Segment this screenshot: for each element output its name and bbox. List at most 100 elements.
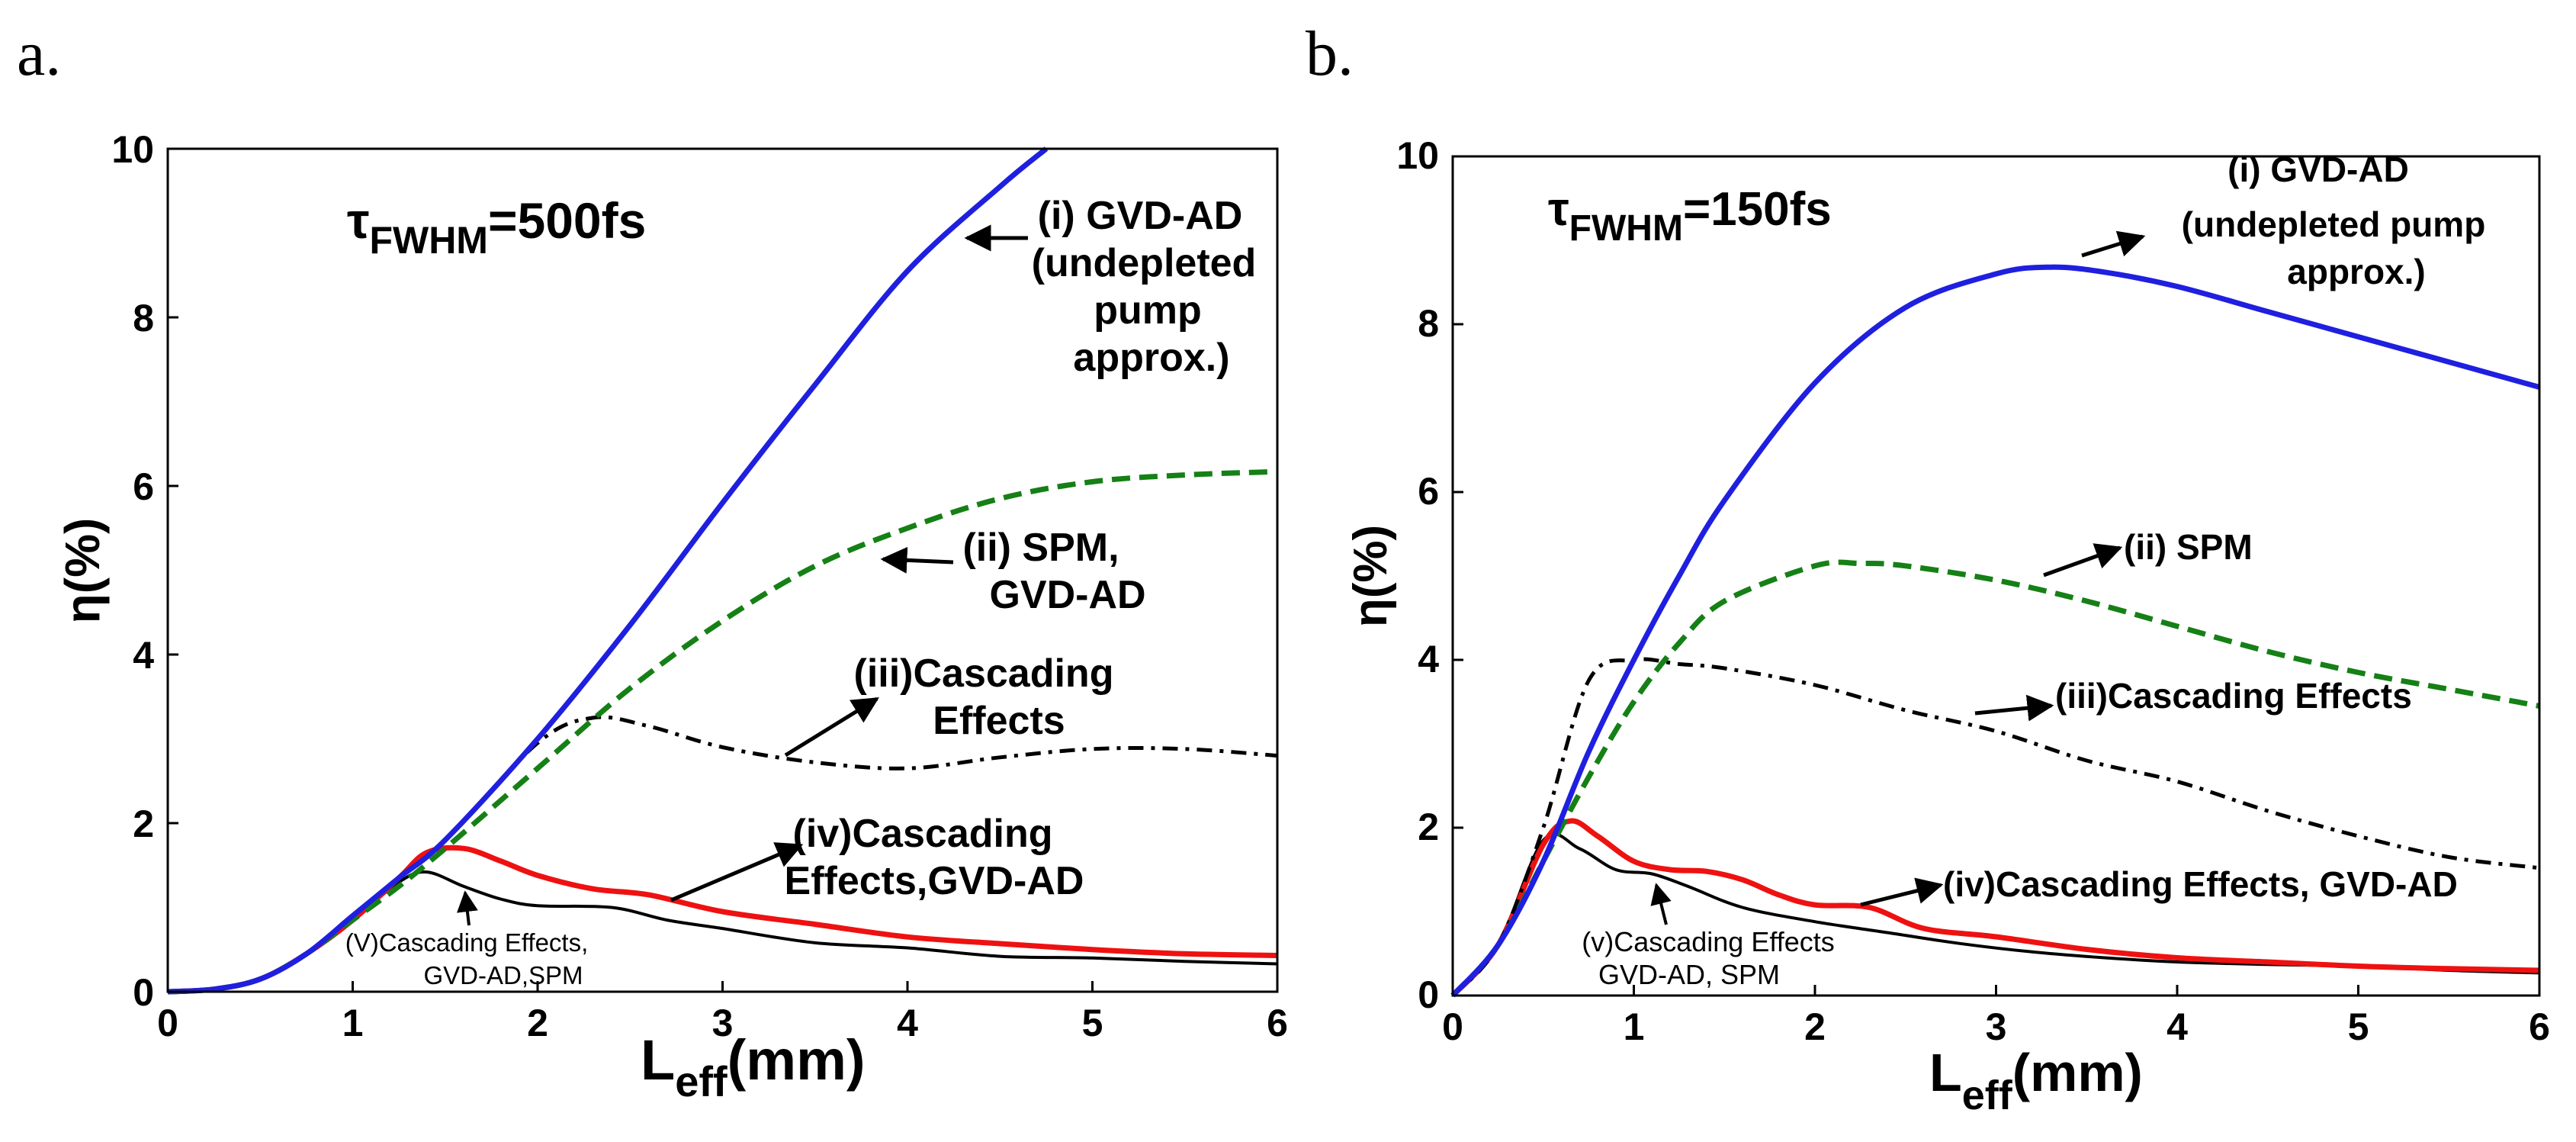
panel-a-series	[167, 146, 1278, 995]
annot-a-i-line2: (undepleted	[1032, 241, 1257, 285]
annot-a-ii-line2: GVD-AD	[989, 573, 1145, 617]
panel-a-y-axis-label: η(%)	[55, 518, 110, 624]
panel-b-tau-symbol: τ	[1548, 183, 1569, 236]
panel-b-annotation-ii: (ii) SPM	[2043, 527, 2253, 577]
panel-a-tau-symbol: τ	[347, 192, 369, 249]
panel-b-y-tick-label: 6	[1418, 470, 1439, 513]
panel-a-y-tick-label: 8	[133, 297, 154, 339]
panel-a-annotation-iv: (iv)Cascading Effects,GVD-AD	[670, 812, 1084, 903]
panel-a-x-tick-label: 1	[342, 1002, 364, 1044]
panel-a-y-tick-label: 10	[111, 128, 154, 171]
panel-a-y-tick-label: 0	[133, 971, 154, 1014]
arrow-a-iv	[670, 842, 804, 902]
panel-b-x-tick-label: 1	[1624, 1005, 1645, 1048]
panel-a: a. 0 1 2 3 4 5 6 0 2 4 6 8 10 η(%) Leff(mm) τFWHM=50…	[17, 18, 1288, 1105]
panel-b-pulse-width-label: τFWHM=150fs	[1548, 183, 1832, 249]
panel-b-xlabel-unit: (mm)	[2012, 1043, 2143, 1102]
panel-a-series-1-line	[167, 146, 1049, 995]
panel-b-x-tick-label: 2	[1804, 1005, 1826, 1048]
annot-b-iii-line1: (iii)Cascading Effects	[2055, 676, 2412, 716]
arrow-a-iii	[784, 696, 879, 758]
panel-a-xlabel-unit: (mm)	[728, 1028, 866, 1092]
panel-b-y-tick-label: 4	[1418, 638, 1439, 680]
panel-b-y-tick-label: 2	[1418, 806, 1439, 848]
panel-b-series-4-line	[1450, 818, 2540, 998]
panel-a-annotation-i: (i) GVD-AD (undepleted pump approx.)	[964, 194, 1257, 380]
annot-b-ii-line1: (ii) SPM	[2124, 527, 2253, 567]
panel-b-y-tick-label: 0	[1418, 973, 1439, 1016]
panel-a-xlabel-sub: eff	[675, 1057, 728, 1105]
panel-b-series	[1450, 264, 2540, 998]
arrow-b-ii	[2043, 543, 2123, 577]
panel-b: b. 0 1 2 3 4 5 6 0 2 4 6 8 10 η(%) Leff(mm) τFWHM=15…	[1306, 18, 2550, 1118]
annot-b-i-line2: (undepleted pump	[2182, 204, 2486, 244]
panel-a-frame	[166, 147, 1279, 993]
annot-a-iii-line2: Effects	[933, 699, 1065, 743]
panel-b-letter: b.	[1306, 18, 1354, 89]
annot-b-i-line1: (i) GVD-AD	[2228, 150, 2409, 189]
arrow-a-v	[457, 890, 478, 926]
panel-a-x-axis-label: Leff(mm)	[641, 1028, 866, 1105]
annot-a-ii-line1: (ii) SPM,	[962, 526, 1119, 570]
panel-a-x-tick-label: 5	[1082, 1002, 1103, 1044]
panel-b-axes: 0 1 2 3 4 5 6 0 2 4 6 8 10	[1396, 134, 2550, 1048]
panel-a-annotation-iii: (iii)Cascading Effects	[784, 651, 1114, 758]
panel-a-annotation-ii: (ii) SPM, GVD-AD	[880, 526, 1146, 617]
panel-b-y-tick-label: 8	[1418, 302, 1439, 345]
panel-b-x-tick-label: 4	[2166, 1005, 2188, 1048]
annot-a-i-line3: pump	[1094, 288, 1202, 333]
panel-a-annotation-v: (V)Cascading Effects, GVD-AD,SPM	[345, 890, 589, 989]
panel-b-x-axis-label: Leff(mm)	[1929, 1043, 2143, 1118]
annot-a-v-line2: GVD-AD,SPM	[423, 961, 583, 989]
panel-b-y-tick-label: 10	[1396, 134, 1439, 177]
annot-a-v-line1: (V)Cascading Effects,	[345, 928, 589, 957]
panel-a-tau-sub: FWHM	[369, 219, 488, 262]
panel-a-x-tick-label: 0	[157, 1002, 178, 1044]
panel-b-tau-sub: FWHM	[1569, 208, 1683, 249]
arrow-a-ii	[880, 546, 954, 574]
panel-b-annotation-i: (i) GVD-AD (undepleted pump approx.)	[2081, 150, 2486, 291]
panel-a-axes: 0 1 2 3 4 5 6 0 2 4 6 8 10	[111, 128, 1288, 1044]
panel-b-x-tick-label: 5	[2348, 1005, 2369, 1048]
panel-a-letter: a.	[17, 18, 61, 89]
panel-b-annotation-iii: (iii)Cascading Effects	[1974, 676, 2412, 722]
annot-a-iv-line1: (iv)Cascading	[793, 812, 1053, 856]
panel-a-y-tick-label: 4	[133, 634, 154, 677]
panel-a-y-tick-label: 6	[133, 465, 154, 508]
panel-b-x-tick-label: 3	[1986, 1005, 2007, 1048]
arrow-b-i	[2081, 230, 2146, 258]
panel-a-x-tick-label: 3	[712, 1002, 734, 1044]
panel-b-x-tick-label: 6	[2529, 1005, 2550, 1048]
panel-a-y-tick-label: 2	[133, 803, 154, 845]
panel-b-series-3-line	[1451, 657, 2540, 997]
panel-a-x-tick-label: 6	[1267, 1002, 1288, 1044]
panel-b-frame	[1451, 155, 2541, 997]
arrow-b-iv	[1860, 877, 1944, 907]
panel-a-series-4-line	[167, 844, 1278, 995]
panel-a-xlabel-main: L	[641, 1028, 675, 1092]
panel-b-annotation-v: (v)Cascading Effects GVD-AD, SPM	[1582, 883, 1835, 990]
annot-a-i-line4: approx.)	[1073, 336, 1229, 380]
annot-b-v-line1: (v)Cascading Effects	[1582, 926, 1834, 957]
panel-b-y-axis-label: η(%)	[1344, 525, 1397, 627]
annot-a-iv-line2: Effects,GVD-AD	[785, 859, 1084, 903]
panel-b-annotation-iv: (iv)Cascading Effects, GVD-AD	[1860, 864, 2458, 907]
panel-a-tau-value: =500fs	[488, 192, 646, 249]
panel-b-xlabel-main: L	[1929, 1043, 1962, 1102]
panel-a-x-tick-label: 4	[897, 1002, 918, 1044]
annot-b-iv-line1: (iv)Cascading Effects, GVD-AD	[1943, 864, 2458, 904]
annot-b-i-line3: approx.)	[2287, 252, 2425, 291]
annot-a-iii-line1: (iii)Cascading	[854, 651, 1114, 696]
arrow-b-iii	[1974, 694, 2054, 722]
panel-a-pulse-width-label: τFWHM=500fs	[347, 192, 646, 262]
panel-b-series-2-line	[1450, 559, 2540, 998]
arrow-b-v	[1650, 883, 1672, 925]
panel-b-xlabel-sub: eff	[1962, 1073, 2013, 1118]
panel-b-series-1-line	[1450, 264, 2540, 998]
panel-a-x-tick-label: 2	[527, 1002, 548, 1044]
annot-b-v-line2: GVD-AD, SPM	[1598, 959, 1780, 990]
panel-b-x-tick-label: 0	[1442, 1005, 1463, 1048]
panel-b-tau-value: =150fs	[1683, 183, 1832, 236]
annot-a-i-line1: (i) GVD-AD	[1038, 194, 1243, 238]
